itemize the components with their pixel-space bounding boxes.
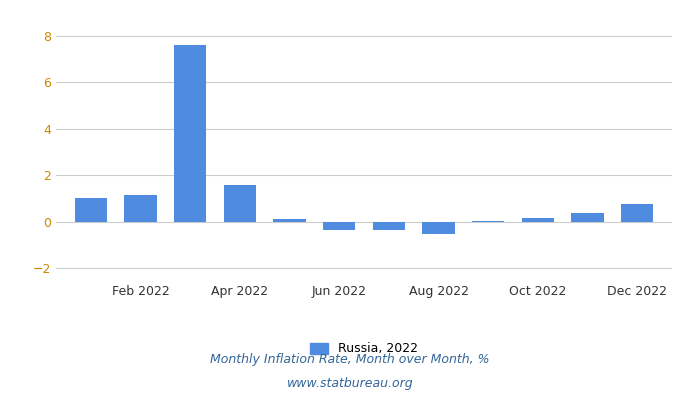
- Bar: [621, 204, 653, 222]
- Bar: [75, 198, 107, 222]
- Bar: [571, 213, 603, 222]
- Bar: [174, 45, 206, 222]
- Bar: [125, 194, 157, 222]
- Text: Monthly Inflation Rate, Month over Month, %: Monthly Inflation Rate, Month over Month…: [210, 354, 490, 366]
- Bar: [472, 221, 504, 222]
- Bar: [273, 219, 306, 222]
- Bar: [224, 185, 256, 222]
- Legend: Russia, 2022: Russia, 2022: [304, 338, 424, 360]
- Bar: [323, 222, 356, 230]
- Bar: [422, 222, 455, 234]
- Bar: [522, 218, 554, 222]
- Text: www.statbureau.org: www.statbureau.org: [287, 378, 413, 390]
- Bar: [372, 222, 405, 230]
